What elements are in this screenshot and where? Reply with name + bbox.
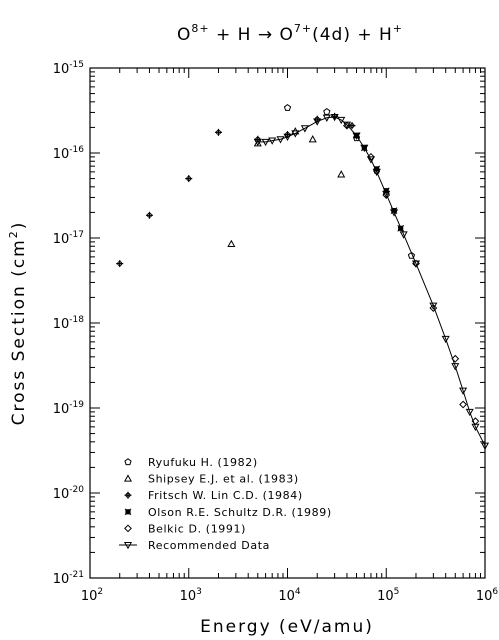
legend-label: Shipsey E.J. et al. (1983): [148, 473, 299, 486]
legend-marker: [123, 474, 133, 482]
data-point-triangle-down-line: [390, 209, 399, 217]
x-tick-label: 102: [81, 587, 103, 604]
data-point-diamond: [451, 354, 460, 363]
data-point-triangle: [337, 170, 346, 178]
data-point-plus-circle: [116, 260, 124, 268]
legend-marker: [124, 458, 132, 466]
data-point-triangle-down-line: [459, 387, 468, 395]
legend-label: Olson R.E. Schultz D.R. (1989): [148, 506, 332, 519]
data-point-triangle-down-line: [465, 408, 474, 417]
legend-item: Olson R.E. Schultz D.R. (1989): [124, 506, 332, 519]
recommended-data-line: [257, 116, 486, 446]
data-point-triangle-down-line: [330, 113, 339, 122]
data-point-triangle-down-line: [283, 133, 292, 142]
legend-item: Recommended Data: [119, 539, 270, 552]
data-point-x-square: [360, 144, 368, 152]
data-point-triangle-down-line: [366, 156, 376, 164]
data-point-diamond: [459, 400, 467, 409]
data-point-x-square: [353, 132, 360, 140]
y-tick-label: 10-15: [53, 60, 84, 77]
axis-ticks: [89, 67, 486, 579]
y-axis-title: Cross Section (cm2): [7, 221, 29, 426]
data-point-triangle-down-line: [480, 442, 490, 450]
y-tick-label: 10-18: [53, 315, 85, 332]
legend-item: Fritsch W. Lin C.D. (1984): [124, 489, 303, 502]
data-point-triangle-down-line: [268, 137, 277, 145]
y-tick-label: 10-16: [53, 145, 85, 162]
x-tick-label: 103: [180, 587, 202, 604]
x-axis-title: Energy (eV/amu): [200, 617, 374, 637]
data-point-pentagon: [323, 108, 331, 115]
data-point-triangle: [308, 135, 317, 143]
chart-title: O8+ + H → O7+(4d) + H+: [177, 22, 403, 45]
x-tick-label: 104: [278, 587, 301, 604]
data-point-triangle-down-line: [322, 114, 331, 122]
data-point-triangle-down-line: [291, 130, 300, 138]
legend-marker: [124, 524, 132, 533]
data-point-pentagon: [407, 251, 416, 259]
data-point-pentagon: [283, 104, 292, 111]
x-tick-labels: 102 103 104 105 106: [81, 587, 499, 604]
data-point-x-square: [397, 224, 405, 232]
y-tick-label: 10-19: [53, 400, 85, 417]
legend-label: Fritsch W. Lin C.D. (1984): [148, 489, 303, 502]
legend-marker: [123, 541, 133, 550]
y-tick-label: 10-17: [53, 230, 84, 247]
data-point-plus-circle: [214, 128, 222, 136]
data-point-triangle-down-line: [337, 116, 346, 125]
x-tick-label: 105: [377, 587, 399, 604]
data-point-triangle-down-line: [441, 335, 450, 344]
data-point-triangle-down-line: [352, 132, 361, 140]
recommended-curve: [257, 116, 486, 446]
y-tick-labels: 10-21 10-20 10-19 10-18 10-17 10-16 10-15: [53, 60, 85, 587]
data-point-diamond: [367, 152, 375, 161]
legend-label: Belkic D. (1991): [148, 522, 246, 535]
data-point-triangle-down-line: [451, 363, 460, 371]
legend-marker: [124, 491, 132, 499]
data-point-triangle-down-line: [276, 136, 285, 144]
data-point-triangle-down-line: [411, 260, 421, 268]
data-point-triangle-down-line: [360, 144, 369, 153]
legend-label: Recommended Data: [148, 539, 270, 552]
data-point-triangle-down-line: [313, 118, 322, 126]
data-point-triangle-down-line: [429, 302, 438, 310]
data-point-triangle-down-line: [261, 138, 270, 147]
data-point-triangle: [227, 239, 236, 248]
legend-marker: [124, 508, 132, 516]
x-tick-label: 106: [476, 587, 499, 604]
data-point-triangle-down-line: [471, 423, 480, 432]
data-points: [116, 104, 490, 450]
data-point-triangle-down-line: [399, 231, 408, 239]
data-point-plus-circle: [145, 211, 153, 219]
y-tick-label: 10-21: [53, 570, 84, 587]
legend-item: Shipsey E.J. et al. (1983): [123, 473, 299, 486]
data-point-triangle-down-line: [342, 121, 352, 129]
y-tick-label: 10-20: [53, 485, 85, 502]
data-point-triangle-down-line: [372, 168, 381, 177]
data-point-diamond: [429, 304, 438, 312]
legend-item: Belkic D. (1991): [124, 522, 246, 535]
data-point-triangle-down-line: [382, 190, 391, 199]
data-point-plus-circle: [185, 175, 193, 183]
data-point-triangle-down-line: [300, 125, 309, 133]
legend-label: Ryufuku H. (1982): [148, 456, 258, 469]
data-point-triangle-down-line: [253, 138, 262, 147]
legend-item: Ryufuku H. (1982): [124, 456, 258, 469]
legend: Ryufuku H. (1982) Shipsey E.J. et al. (19…: [119, 456, 332, 552]
